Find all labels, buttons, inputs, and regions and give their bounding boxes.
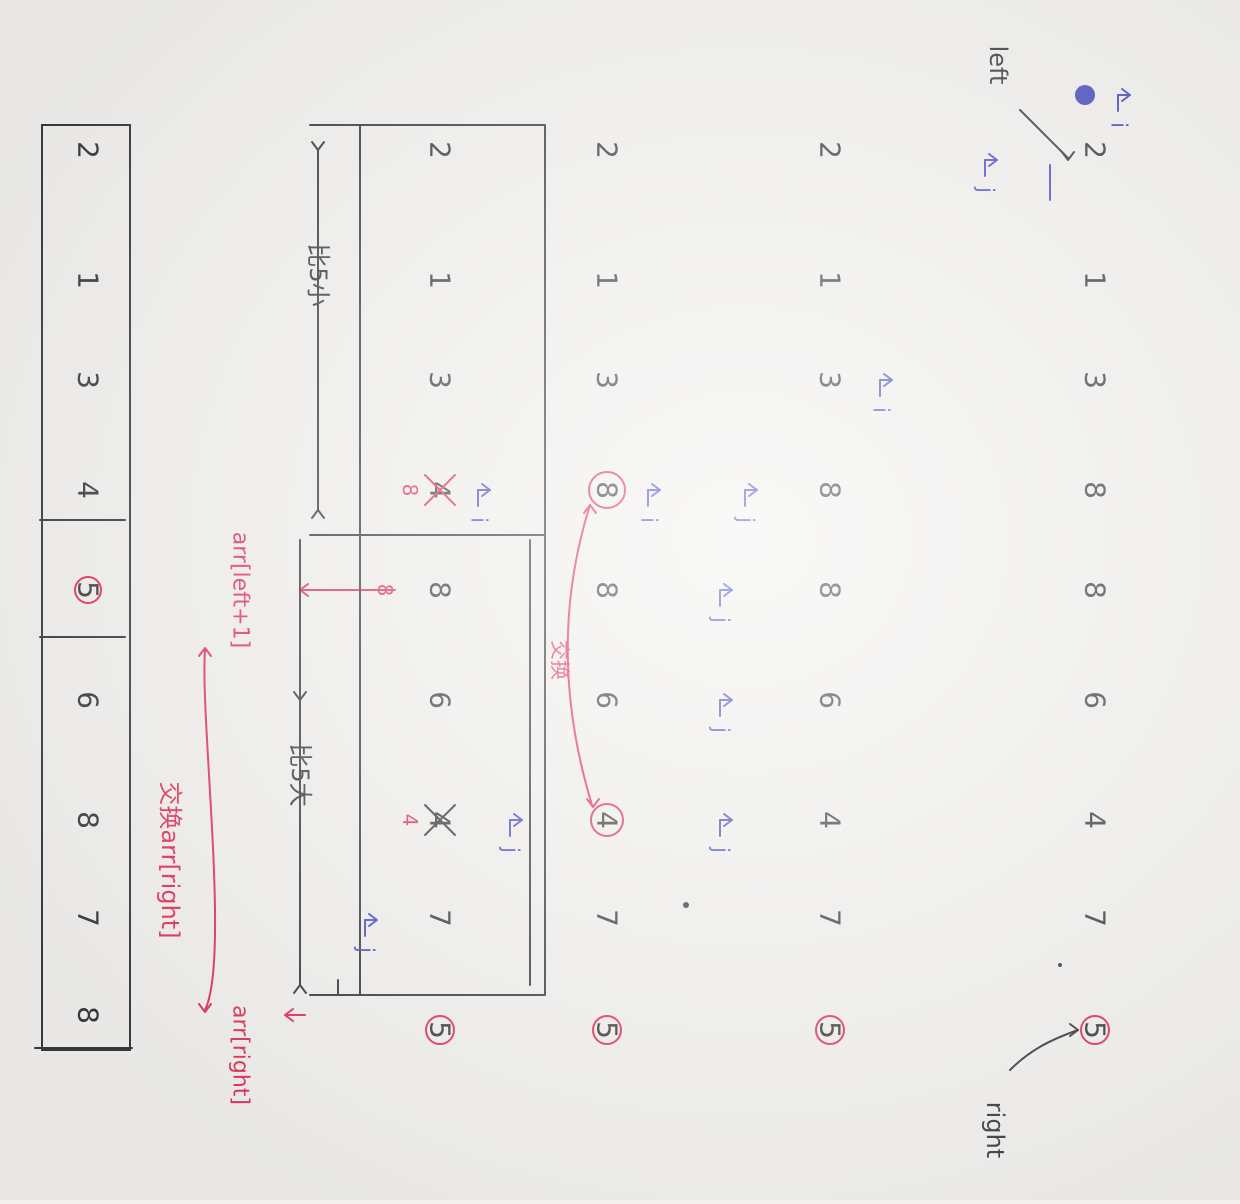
row-4-value: 6 [1079, 691, 1112, 709]
row-1-value: 2 [424, 141, 457, 159]
legend-i-label: i [1106, 122, 1131, 128]
top-array-cell: 2 [72, 141, 105, 159]
row-3-value: 1 [814, 271, 847, 289]
top-array-cell: 8 [72, 1006, 105, 1024]
row-2-value: 7 [591, 909, 624, 927]
row-4-value: 8 [1079, 581, 1112, 599]
row-4-value: 2 [1079, 141, 1112, 159]
group-small-label: 比5小 [304, 243, 332, 306]
swap-curve-head [583, 504, 597, 514]
row-3-value: 8 [814, 581, 847, 599]
row-4-pivot-value: 5 [1079, 1021, 1112, 1039]
ink-dot-2 [1058, 963, 1062, 967]
row-2-value: 3 [591, 371, 624, 389]
ptr-row4-i-label: i [868, 407, 893, 413]
row-4-value: 8 [1079, 481, 1112, 499]
row1-correction-a: 4 [398, 814, 422, 827]
ptr-row1-i-label: i [466, 517, 491, 523]
row-4-value: 3 [1079, 371, 1112, 389]
ptr-row3-j-b-label: j [708, 726, 733, 733]
row-1-value: 1 [424, 271, 457, 289]
top-array-cell: 4 [72, 481, 105, 499]
left-pointer-head [1061, 151, 1075, 161]
row-2-value: 1 [591, 271, 624, 289]
left-label: left [984, 46, 1012, 85]
row-1-value: 3 [424, 371, 457, 389]
top-array-cell: 7 [72, 909, 105, 927]
arr-left-plus-value: 8 [373, 584, 397, 597]
row-3-value: 2 [814, 141, 847, 159]
top-array-cell: 1 [72, 271, 105, 289]
row-1-value: 7 [424, 909, 457, 927]
right-pointer [1009, 1029, 1079, 1071]
row-3-value: 4 [814, 811, 847, 829]
left-marker-dot [1075, 85, 1095, 105]
swap-curve-tail [586, 798, 600, 808]
arr-left-plus-label: arr[left+1] [228, 532, 253, 648]
right-pointer-head [1069, 1023, 1079, 1037]
top-array-cell: 6 [72, 691, 105, 709]
swap-curve-label: 交换 [548, 640, 572, 680]
ptr-row3-j-a-label: j [708, 846, 733, 853]
swap-arr-right-label: 交换arr[right] [156, 781, 184, 938]
row-1-value: 8 [424, 581, 457, 599]
ptr-row3-j-d-label: j [733, 516, 758, 523]
row-4-value: 1 [1079, 271, 1112, 289]
top-array-cell: 8 [72, 811, 105, 829]
row-2-value: 4 [591, 811, 624, 829]
row-2-value: 6 [591, 691, 624, 709]
arr-right-label: arr[right] [228, 1005, 253, 1105]
table-outline [309, 124, 546, 996]
left-pointer [1019, 109, 1069, 159]
group-small-bracket-end-a [311, 509, 325, 519]
ptr-row3-j-c-label: j [708, 616, 733, 623]
row-3-value: 7 [814, 909, 847, 927]
row-2-value: 8 [591, 481, 624, 499]
top-array-cell: 3 [72, 371, 105, 389]
row-2-value: 8 [591, 581, 624, 599]
ink-dot-1 [683, 902, 689, 908]
row-3-value: 6 [814, 691, 847, 709]
ptr-row1-j-label: j [353, 946, 378, 953]
row-3-value: 3 [814, 371, 847, 389]
row-4-value: 4 [1079, 811, 1112, 829]
row-1-value: 6 [424, 691, 457, 709]
row-4-value: 7 [1079, 909, 1112, 927]
row-2-value: 2 [591, 141, 624, 159]
row1-correction-b: 8 [398, 484, 422, 497]
ptr-row2-i-label: i [636, 517, 661, 523]
legend-j-label: j [973, 186, 998, 193]
group-small-bracket-end-b [311, 141, 325, 151]
swap-link-arc [203, 649, 217, 1011]
right-label: right [981, 1102, 1009, 1158]
ptr-row2-j-label: j [498, 846, 523, 853]
group-big-bracket-end-a [293, 984, 307, 994]
row-3-value: 8 [814, 481, 847, 499]
group-big-label: 比5大 [286, 743, 314, 806]
